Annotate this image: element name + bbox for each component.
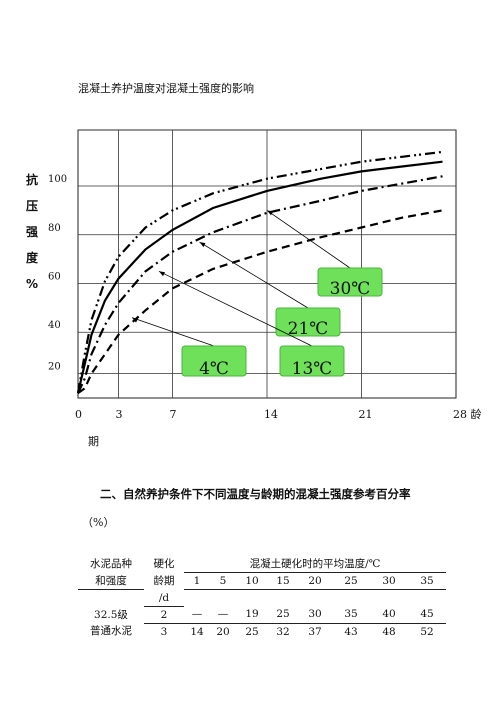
series-line <box>76 160 443 394</box>
y-axis-label: 抗 压 强 度 % <box>22 174 42 304</box>
callout-arrow <box>266 210 351 269</box>
callout-box <box>279 345 345 377</box>
value-cell: 35 <box>332 606 370 624</box>
age-header: /d <box>144 589 184 607</box>
callout-arrow <box>199 241 309 309</box>
age-header: 龄期 <box>153 575 175 587</box>
value-cell: 32 <box>276 625 290 638</box>
cement-type-header: 和强度 <box>78 572 144 590</box>
value-cell: 19 <box>236 606 268 624</box>
y-tick-label: 40 <box>48 320 61 331</box>
cement-type-cell: 普通水泥 <box>90 625 132 638</box>
table-row: 32.5级 2 — — 19 25 30 35 40 45 <box>78 606 446 624</box>
y-axis-label-char: 压 <box>25 199 38 213</box>
callout-arrowhead <box>267 210 273 216</box>
age-cell: 2 <box>144 606 184 624</box>
section-heading: 二、自然养护条件下不同温度与龄期的混凝土强度参考百分率 <box>100 487 411 501</box>
callout-arrowhead <box>199 242 206 248</box>
x-tick-label: 7 <box>170 408 177 421</box>
y-tick-label: 100 <box>48 174 67 185</box>
table-row: 普通水泥 3 14 20 25 32 37 43 48 52 <box>78 623 446 640</box>
y-axis-label-char: % <box>25 277 39 291</box>
x-tick-label: 28 龄 <box>453 407 482 421</box>
callout-arrow <box>131 317 215 347</box>
age-cell: 3 <box>160 625 168 638</box>
series-line <box>77 175 443 394</box>
value-cell: 30 <box>298 606 332 624</box>
section-unit: （%） <box>82 516 115 529</box>
temp-col-header: 30 <box>370 572 408 590</box>
temp-col-header: 15 <box>268 572 298 590</box>
callout-label: 21℃ <box>288 319 329 339</box>
value-cell: 37 <box>308 625 322 638</box>
y-tick-label: 20 <box>48 362 61 373</box>
strength-reference-table: 水泥品种 硬化 混凝土硬化时的平均温度/℃ 和强度 龄期 1 5 10 15 2… <box>78 556 446 640</box>
callout-box <box>181 345 247 377</box>
temp-col-header: 1 <box>184 572 210 590</box>
value-cell: 14 <box>190 625 204 638</box>
temp-col-header: 10 <box>236 572 268 590</box>
chart-plot: 0 3 7 14 21 28 龄 20 40 60 80 100 30℃21℃ 13℃ 4℃ <box>48 129 482 421</box>
y-tick-label: 60 <box>48 271 61 282</box>
value-cell: 20 <box>216 625 230 638</box>
y-axis-label-char: 强 <box>25 225 38 239</box>
value-cell: 48 <box>382 625 396 638</box>
x-tick-label: 0 <box>75 408 82 421</box>
callout-box <box>275 307 341 337</box>
x-tick-label: 3 <box>116 408 123 421</box>
series-line <box>77 209 443 394</box>
callout-label: 13℃ <box>292 359 333 379</box>
value-cell: — <box>184 606 210 624</box>
callout-label: 4℃ <box>199 359 229 379</box>
x-tick-label: 14 <box>264 408 278 421</box>
temp-col-header: 5 <box>210 572 236 590</box>
cement-type-header: 水泥品种 <box>90 558 132 571</box>
cement-type-cell: 32.5级 <box>94 608 128 621</box>
temp-col-header: 20 <box>298 572 332 590</box>
callout-arrowhead <box>132 317 138 323</box>
value-cell: 52 <box>420 625 434 638</box>
x-axis-label-tail: 期 <box>88 435 99 448</box>
y-axis-label-char: 抗 <box>25 173 38 187</box>
temp-col-header: 25 <box>332 572 370 590</box>
callout-arrowhead <box>159 271 165 277</box>
value-cell: 43 <box>344 625 358 638</box>
x-tick-label: 21 <box>359 408 373 421</box>
y-axis-label-char: 度 <box>25 251 38 265</box>
value-cell: 25 <box>268 606 298 624</box>
series-line <box>76 150 443 394</box>
y-tick-label: 80 <box>48 223 61 234</box>
temp-col-header: 35 <box>408 572 446 590</box>
callout-box <box>317 267 383 297</box>
value-cell: 25 <box>245 625 259 638</box>
age-header: 硬化 <box>153 558 175 571</box>
value-cell: 40 <box>370 606 408 624</box>
value-cell: 45 <box>408 606 446 624</box>
temperature-header: 混凝土硬化时的平均温度/℃ <box>184 556 446 573</box>
callout-label: 30℃ <box>330 279 371 299</box>
value-cell: — <box>210 606 236 624</box>
chart-title: 混凝土养护温度对混凝土强度的影响 <box>78 82 254 95</box>
callout-arrow <box>158 270 313 347</box>
